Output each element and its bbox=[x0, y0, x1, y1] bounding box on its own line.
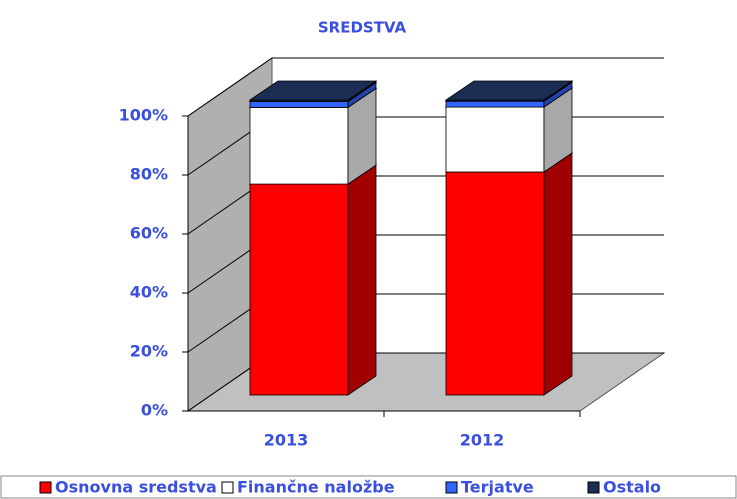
x-tick-label: 2012 bbox=[460, 431, 505, 450]
legend-label: Ostalo bbox=[603, 478, 661, 497]
bar bbox=[445, 106, 545, 173]
y-tick-label: 40% bbox=[130, 283, 168, 302]
bar-side bbox=[543, 152, 573, 396]
legend-swatch bbox=[445, 481, 458, 494]
legend-box bbox=[0, 475, 737, 499]
legend-label: Finančne naložbe bbox=[237, 478, 395, 497]
x-tick-label: 2013 bbox=[264, 431, 309, 450]
bar bbox=[445, 171, 545, 396]
grid-line bbox=[187, 57, 273, 117]
y-tick-label: 80% bbox=[130, 165, 168, 184]
legend-swatch bbox=[587, 481, 600, 494]
y-tick-label: 0% bbox=[141, 401, 168, 420]
y-tick-label: 60% bbox=[130, 224, 168, 243]
bar bbox=[445, 100, 545, 108]
legend-label: Osnovna sredstva bbox=[55, 478, 217, 497]
bar-top bbox=[444, 80, 574, 101]
bar bbox=[249, 101, 349, 108]
legend-label: Terjatve bbox=[461, 478, 534, 497]
legend-swatch bbox=[39, 481, 52, 494]
bar bbox=[249, 106, 349, 185]
bar-top bbox=[248, 80, 378, 101]
y-tick-label: 100% bbox=[119, 106, 168, 125]
legend-swatch bbox=[221, 481, 234, 494]
chart-title: SREDSTVA bbox=[318, 19, 407, 37]
y-tick-label: 20% bbox=[130, 342, 168, 361]
bar bbox=[249, 183, 349, 396]
bar-side bbox=[347, 164, 377, 396]
